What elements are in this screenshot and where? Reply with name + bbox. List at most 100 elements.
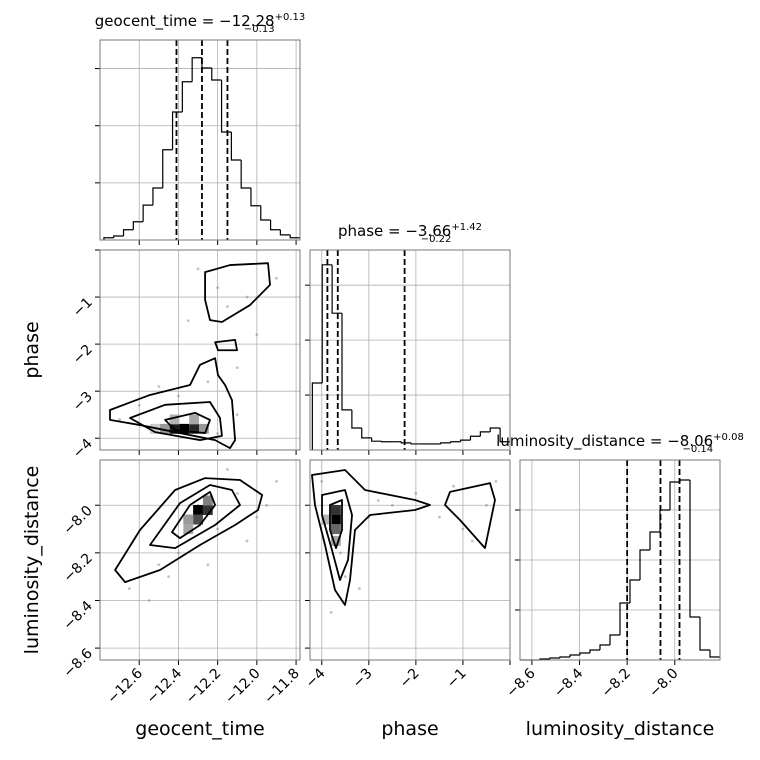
contour <box>321 489 353 581</box>
density-cell <box>183 524 194 535</box>
sample-point <box>147 599 151 602</box>
histogram-step <box>489 427 501 432</box>
x-tick-label: −12.0 <box>222 666 264 708</box>
sample-point <box>245 539 249 543</box>
contour <box>114 477 264 584</box>
histogram-step <box>659 509 670 532</box>
sample-point <box>438 515 441 519</box>
title-plus: +1.42 <box>451 222 482 233</box>
histogram-step <box>679 479 690 482</box>
histogram-step <box>569 654 580 657</box>
histogram-step <box>132 221 144 230</box>
panel: −12.6−12.4−12.2−12.0−11.8 −8.6 −8.4 −8.2 −8.… <box>21 459 303 740</box>
title-main: luminosity_distance = −8.06 <box>496 432 713 451</box>
histogram-step <box>103 237 114 240</box>
density-cell <box>330 514 341 525</box>
x-tick-label: −8.0 <box>646 666 681 701</box>
histogram-step <box>230 132 242 161</box>
density-cell <box>202 505 213 515</box>
histogram-step <box>440 442 451 444</box>
sample-point <box>485 503 488 507</box>
density-cell <box>189 414 200 425</box>
contour <box>444 482 496 549</box>
histogram-step <box>469 435 481 441</box>
histogram-step <box>321 264 333 383</box>
histogram-step <box>380 441 392 443</box>
x-axis-label: luminosity_distance <box>526 718 715 740</box>
panel-frame <box>519 459 721 661</box>
title-main: phase = −3.66 <box>338 222 451 240</box>
sample-point <box>235 413 239 417</box>
x-axis-label: phase <box>381 718 438 740</box>
histogram-step <box>549 657 560 659</box>
histogram-step <box>579 652 590 655</box>
histogram-step <box>220 80 232 133</box>
y-axis-label: phase <box>21 321 43 378</box>
sample-point <box>255 333 259 337</box>
x-tick-label: −8.4 <box>551 665 586 700</box>
title-minus: −0.22 <box>421 234 452 245</box>
histogram-step <box>260 205 271 221</box>
y-tick-label: −8.4 <box>60 598 95 633</box>
x-tick-label: −8.6 <box>503 665 538 700</box>
title-plus: +0.08 <box>713 432 744 443</box>
histogram-step <box>289 234 300 239</box>
sample-point <box>167 575 171 579</box>
sample-point <box>157 563 161 567</box>
sample-point <box>206 380 210 384</box>
density-cell <box>321 514 332 525</box>
panel-frame <box>309 459 511 661</box>
x-tick-label: −12.2 <box>183 666 225 708</box>
sample-point <box>275 480 278 483</box>
contour <box>171 491 216 539</box>
sample-point <box>245 295 249 299</box>
y-tick-label: −3 <box>70 389 96 415</box>
histogram-step <box>269 220 281 231</box>
panel-title: luminosity_distance = −8.06+0.08 −0.14 <box>496 432 744 455</box>
histogram-step <box>142 204 153 222</box>
panel-frame <box>99 459 301 661</box>
contour <box>311 469 431 606</box>
sample-point <box>226 468 229 471</box>
y-tick-label: −8.6 <box>60 646 95 681</box>
histogram-step <box>361 428 372 439</box>
sample-point <box>452 484 455 488</box>
histogram-step <box>649 531 660 550</box>
x-axis-label: geocent_time <box>135 718 264 740</box>
sample-point <box>470 539 474 543</box>
density-cell <box>330 535 341 546</box>
density-cell <box>330 524 341 535</box>
panel: phase = −3.66+1.42 −0.22 <box>305 222 511 455</box>
histogram-step <box>331 264 342 314</box>
y-tick-label: −1 <box>70 295 96 321</box>
density-cell <box>193 505 203 515</box>
x-tick-label: −12.6 <box>104 665 146 707</box>
y-tick-label: −4 <box>70 436 96 462</box>
sample-point <box>339 551 342 555</box>
histogram-step <box>479 431 491 437</box>
sample-point <box>206 563 210 567</box>
panel-frame <box>309 249 511 451</box>
histogram-step <box>499 428 510 443</box>
density-cell <box>330 505 341 515</box>
histogram-step <box>689 480 700 618</box>
histogram-step <box>459 439 471 442</box>
sample-point <box>320 480 324 483</box>
histogram-step <box>589 649 600 653</box>
histogram-step <box>341 313 352 411</box>
sample-point <box>275 276 278 280</box>
panel: −4 −3 −2 −1 phase <box>21 249 301 462</box>
x-tick-label: −12.4 <box>144 665 186 707</box>
sample-point <box>137 403 141 407</box>
density-cell <box>202 495 213 506</box>
panel-frame <box>99 39 301 241</box>
histogram-step <box>162 149 173 188</box>
sample-point <box>414 491 418 495</box>
histogram-step <box>400 441 412 444</box>
histogram-step <box>609 634 620 645</box>
x-tick-label: −3 <box>350 666 376 692</box>
y-tick-label: −8.0 <box>60 503 95 538</box>
contour <box>164 411 211 434</box>
title-main: geocent_time = −12.28 <box>95 12 275 31</box>
